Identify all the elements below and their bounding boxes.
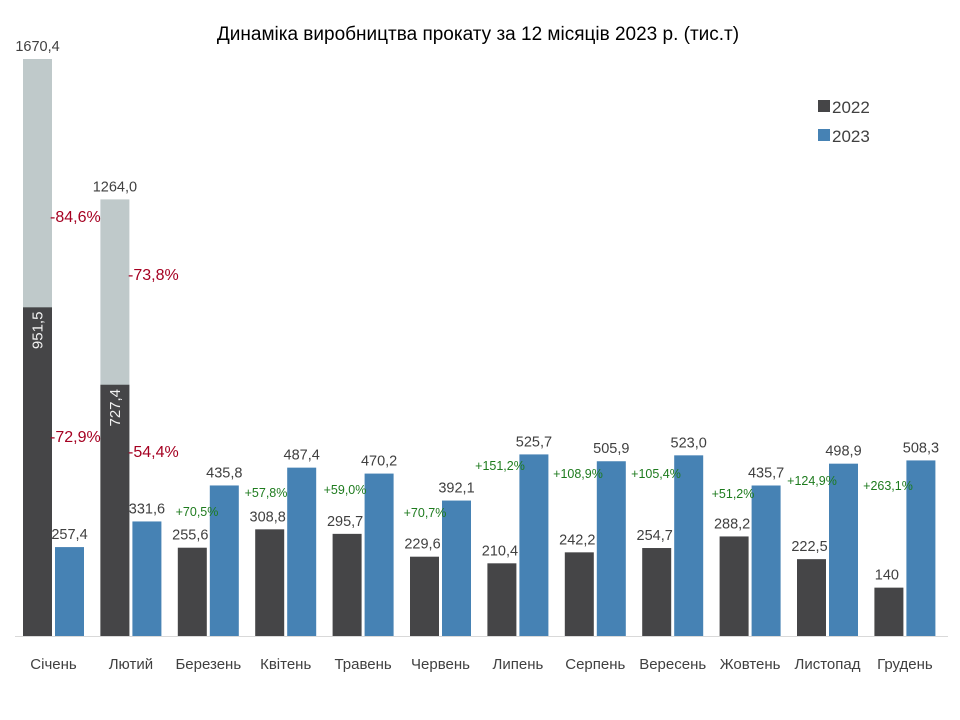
data-label-2023-4: 470,2 [361, 454, 397, 470]
data-label-2022-11: 140 [875, 568, 899, 584]
bar-2022-7 [564, 552, 594, 636]
x-tick-label-11: Грудень [877, 656, 933, 673]
x-tick-label-2: Березень [175, 656, 241, 673]
x-tick-label-4: Травень [334, 656, 391, 673]
change-label-2021-0: -84,6% [50, 209, 101, 226]
change-label-2021-1: -73,8% [128, 267, 179, 284]
data-label-2023-0: 257,4 [51, 527, 87, 543]
data-label-2023-7: 505,9 [593, 441, 629, 457]
data-label-2022-2: 255,6 [172, 528, 208, 544]
change-label-5: +70,7% [404, 506, 447, 520]
data-label-2023-5: 392,1 [438, 481, 474, 497]
x-tick-label-7: Серпень [565, 656, 625, 673]
bar-2022-10 [797, 559, 826, 636]
change-label-0: -72,9% [50, 429, 101, 446]
x-tick-label-1: Лютий [109, 656, 153, 673]
x-tick-label-6: Липень [493, 656, 544, 673]
bar-2022-4 [332, 533, 362, 636]
data-label-2022-1: 727,4 [107, 389, 124, 427]
bar-2023-9 [751, 485, 781, 636]
change-label-3: +57,8% [245, 486, 288, 500]
data-label-2022-7: 242,2 [559, 532, 595, 548]
bar-2022-3 [255, 529, 285, 636]
bar-2023-0 [55, 547, 84, 636]
x-tick-label-8: Вересень [639, 656, 706, 673]
x-tick-label-5: Червень [411, 656, 470, 673]
change-label-10: +124,9% [787, 474, 837, 488]
data-label-2023-2: 435,8 [206, 465, 242, 481]
bar-2023-2 [209, 485, 239, 636]
x-tick-label-10: Листопад [795, 656, 861, 673]
legend-label-2023: 2023 [832, 127, 870, 146]
change-label-2: +70,5% [176, 505, 219, 519]
data-label-2022-9: 288,2 [714, 516, 750, 532]
data-label-2022-0: 951,5 [30, 312, 47, 350]
change-label-1: -54,4% [128, 444, 179, 461]
bar-2022-2 [177, 547, 207, 636]
legend-label-2022: 2022 [832, 98, 870, 117]
x-tick-label-9: Жовтень [720, 656, 781, 673]
data-label-2023-3: 487,4 [284, 448, 320, 464]
bar-2022-6 [487, 563, 517, 636]
data-label-2023-10: 498,9 [825, 444, 861, 460]
data-label-2021-1: 1264,0 [93, 179, 137, 195]
bar-2022-8 [642, 548, 672, 636]
bars-layer [23, 59, 936, 636]
bar-2023-11 [906, 460, 936, 636]
bar-2022-1 [100, 384, 130, 636]
legend: 2022 2023 [818, 98, 870, 146]
data-label-2021-0: 1670,4 [15, 39, 59, 55]
x-tick-label-3: Квітень [260, 656, 311, 673]
data-label-2023-11: 508,3 [903, 440, 939, 456]
bar-2023-6 [519, 454, 549, 636]
x-tick-label-0: Січень [30, 656, 77, 673]
bar-2023-5 [442, 500, 471, 636]
legend-swatch-2022 [818, 100, 830, 112]
data-label-2023-1: 331,6 [129, 501, 165, 517]
bar-2022-9 [719, 536, 749, 636]
legend-swatch-2023 [818, 129, 830, 141]
data-label-2022-6: 210,4 [482, 543, 518, 559]
data-label-2022-10: 222,5 [791, 539, 827, 555]
change-label-11: +263,1% [863, 479, 913, 493]
data-label-2023-8: 523,0 [671, 435, 707, 451]
chart-title: Динаміка виробництва прокату за 12 місяц… [217, 24, 739, 45]
bar-2023-10 [829, 463, 858, 636]
change-label-9: +51,2% [712, 487, 755, 501]
change-label-8: +105,4% [631, 467, 681, 481]
bar-2023-7 [596, 461, 626, 636]
bar-2022-11 [874, 587, 904, 636]
data-label-2022-8: 254,7 [637, 528, 673, 544]
change-label-4: +59,0% [324, 483, 367, 497]
bar-2023-8 [674, 455, 704, 636]
data-label-2022-3: 308,8 [250, 509, 286, 525]
data-label-2023-6: 525,7 [516, 434, 552, 450]
data-label-2022-4: 295,7 [327, 514, 363, 530]
data-label-2023-9: 435,7 [748, 465, 784, 481]
bar-2022-5 [410, 556, 439, 636]
bar-2023-4 [364, 473, 394, 636]
bar-2023-1 [132, 521, 162, 636]
change-label-6: +151,2% [475, 459, 525, 473]
bar-2022-0 [23, 307, 52, 636]
labels-layer: 1670,4 951,5 257,4 -72,9% -84,6% Січень 1264,0… [15, 39, 939, 673]
data-label-2022-5: 229,6 [404, 537, 440, 553]
bar-2023-3 [287, 467, 317, 636]
change-label-7: +108,9% [553, 467, 603, 481]
